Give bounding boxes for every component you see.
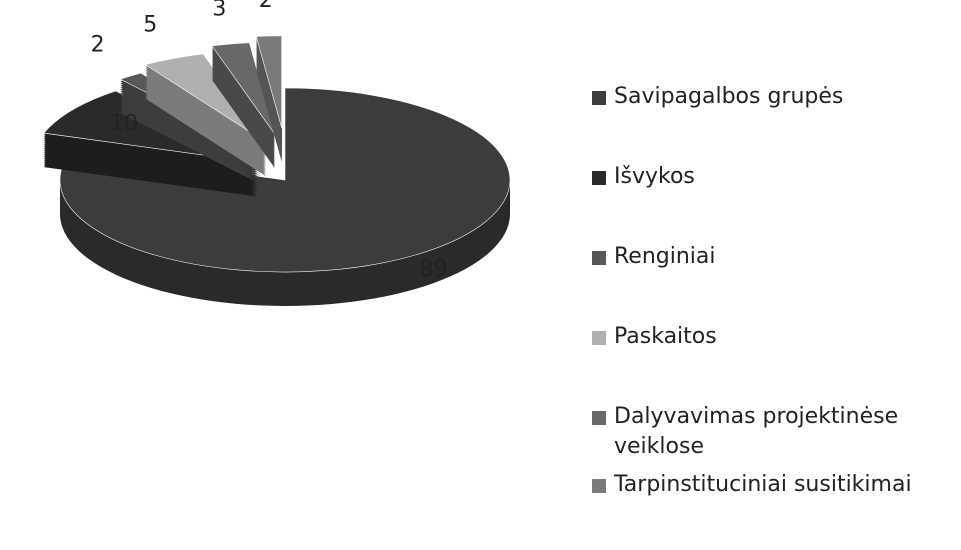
slice [144, 53, 267, 177]
legend-item: Tarpinstituciniai susitikimai [592, 470, 952, 500]
data-label: 89 [420, 257, 448, 282]
data-label: 3 [212, 0, 226, 21]
data-label: 5 [143, 12, 157, 37]
legend-swatch [592, 479, 606, 493]
slice [211, 42, 276, 169]
data-label: 10 [110, 112, 138, 137]
legend-swatch [592, 171, 606, 185]
legend-label: Išvykos [614, 164, 695, 189]
legend-label: Dalyvavimas projektinėse veiklose [614, 404, 899, 459]
legend-item: Savipagalbos grupės [592, 82, 952, 112]
slice-top [59, 87, 511, 273]
legend-swatch [592, 411, 606, 425]
slice-top [144, 53, 267, 143]
legend-item: Išvykos [592, 162, 952, 192]
page: {"chart_data": {"type": "pie", "categori… [43, 0, 912, 497]
slice-top [255, 35, 283, 128]
legend-item: Renginiai [592, 242, 952, 272]
legend-label: Renginiai [614, 244, 716, 269]
slice [43, 90, 258, 197]
data-label: 2 [91, 32, 105, 57]
legend-swatch [592, 91, 606, 105]
data-label: 2 [259, 0, 273, 13]
slice [255, 35, 283, 162]
legend-swatch [592, 251, 606, 265]
slice [59, 87, 511, 306]
legend-label: Tarpinstituciniai susitikimai [614, 472, 912, 497]
legend-item: Paskaitos [592, 322, 952, 352]
legend-swatch [592, 331, 606, 345]
slice-top [211, 42, 276, 135]
chart: 89 10 2 5 3 2 [43, 0, 511, 306]
legend: Savipagalbos grupės Išvykos Renginiai Paska… [592, 82, 952, 550]
legend-item: Dalyvavimas projektinėse veiklose [592, 402, 952, 462]
legend-label: Savipagalbos grupės [614, 84, 844, 109]
legend-label: Paskaitos [614, 324, 717, 349]
